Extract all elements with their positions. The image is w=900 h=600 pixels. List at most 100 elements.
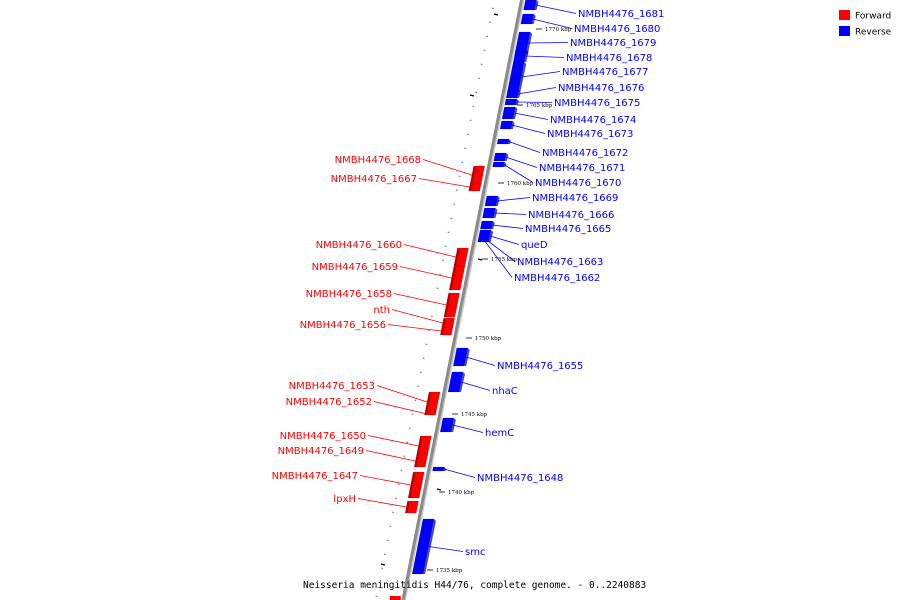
leader-line xyxy=(403,244,456,258)
gene-label-nmbh4476-1665: NMBH4476_1665 xyxy=(525,224,611,235)
backbone-shadow xyxy=(404,0,525,600)
gene-label-nmbh4476-1652: NMBH4476_1652 xyxy=(286,397,372,408)
leader-line xyxy=(422,159,473,176)
gene-label-nmbh4476-1659: NMBH4476_1659 xyxy=(312,262,398,273)
gene-label-nmbh4476-1680: NMBH4476_1680 xyxy=(574,24,660,35)
leader-line xyxy=(511,124,546,134)
gene-block-nmbh4476-1666 xyxy=(482,207,496,219)
gene-label-lpxh: lpxH xyxy=(333,494,356,505)
gene-block-nmbh4476-1665 xyxy=(479,220,494,230)
gene-block-shade xyxy=(425,392,432,412)
major-dash xyxy=(493,13,499,16)
gene-block-shade xyxy=(470,166,476,184)
gene-label-nmbh4476-1667: NMBH4476_1667 xyxy=(331,174,417,185)
gene-label-qued: queD xyxy=(521,240,548,251)
leader-line xyxy=(508,141,541,153)
gene-block-shade xyxy=(453,248,460,266)
leader-line xyxy=(376,385,428,403)
scale-marks: 1770 kbp 1765 kbp 1760 kbp 1755 kbp 1750 kbp… xyxy=(427,27,572,574)
gene-block-shade xyxy=(443,293,451,317)
leader-line xyxy=(532,18,573,29)
genome-caption: Neisseria meningitidis H44/76, complete … xyxy=(303,580,646,591)
leader-line xyxy=(525,55,565,58)
gene-block-nmbh4476-1672 xyxy=(496,138,510,145)
legend-reverse-label: Reverse xyxy=(855,28,892,38)
legend-forward-label: Forward xyxy=(855,12,891,22)
scale-label-1745: 1745 kbp xyxy=(461,412,488,418)
leader-line xyxy=(494,212,527,215)
gene-label-nmbh4476-1650: NMBH4476_1650 xyxy=(280,431,366,442)
gene-label-nmbh4476-1647: NMBH4476_1647 xyxy=(272,471,358,482)
gene-label-nhac: nhaC xyxy=(492,386,518,397)
scale-label-1770: 1770 kbp xyxy=(545,27,572,33)
gene-block-shade xyxy=(416,436,423,456)
leader-line xyxy=(391,309,443,324)
leader-line xyxy=(535,4,577,14)
leader-line xyxy=(465,356,496,366)
gene-label-nmbh4476-1675: NMBH4476_1675 xyxy=(554,98,640,109)
gene-label-nmbh4476-1662: NMBH4476_1662 xyxy=(514,273,600,284)
leader-line xyxy=(483,239,513,278)
scale-label-1765: 1765 kbp xyxy=(526,103,553,109)
leader-line xyxy=(399,266,452,279)
gene-label-nmbh4476-1671: NMBH4476_1671 xyxy=(539,163,625,174)
gene-block-shade xyxy=(414,455,419,467)
leader-line xyxy=(496,197,531,202)
gene-block-shade xyxy=(468,183,473,191)
gene-label-nmbh4476-1658: NMBH4476_1658 xyxy=(306,289,392,300)
gene-label-nmbh4476-1656: NMBH4476_1656 xyxy=(300,320,386,331)
gene-label-nmbh4476-1681: NMBH4476_1681 xyxy=(578,9,664,20)
gene-label-nmbh4476-1677: NMBH4476_1677 xyxy=(562,67,648,78)
leader-line xyxy=(514,112,549,120)
legend-reverse-swatch xyxy=(839,26,850,36)
leader-line xyxy=(489,235,520,245)
gene-block-bottom-edge xyxy=(389,596,401,600)
scale-label-1750: 1750 kbp xyxy=(475,336,502,342)
gene-label-nmbh4476-1653: NMBH4476_1653 xyxy=(289,381,375,392)
leader-line xyxy=(428,546,464,552)
gene-label-smc: smc xyxy=(465,547,485,558)
major-dash xyxy=(469,94,475,97)
gene-block-nmbh4476-1681 xyxy=(523,0,537,11)
leader-line xyxy=(492,224,524,229)
gene-label-nmbh4476-1676: NMBH4476_1676 xyxy=(558,83,644,94)
gene-block-nmbh4476-1671 xyxy=(493,152,507,162)
gene-label-nmbh4476-1649: NMBH4476_1649 xyxy=(278,446,364,457)
gene-block-nmbh4476-1675 xyxy=(504,98,518,106)
scale-label-1740: 1740 kbp xyxy=(448,490,475,496)
gene-label-nth: nth xyxy=(373,305,390,316)
gene-label-hemc: hemC xyxy=(485,428,514,439)
gene-block-nmbh4476-1680 xyxy=(520,13,535,25)
leader-line xyxy=(373,401,425,414)
leader-line xyxy=(359,475,411,486)
gene-label-nmbh4476-1655: NMBH4476_1655 xyxy=(497,361,583,372)
gene-block-nmbh4476-1648 xyxy=(432,466,445,472)
gene-block-nmbh4476-1670 xyxy=(492,161,505,168)
gene-label-nmbh4476-1660: NMBH4476_1660 xyxy=(316,240,402,251)
major-dash xyxy=(380,563,386,566)
leader-line xyxy=(460,381,491,391)
gene-block-shade xyxy=(408,472,416,498)
leader-line xyxy=(516,101,553,103)
gene-block-shade xyxy=(440,327,444,335)
gene-label-nmbh4476-1648: NMBH4476_1648 xyxy=(477,473,563,484)
major-dash xyxy=(436,488,442,491)
leader-line xyxy=(487,240,516,262)
leader-line xyxy=(393,293,447,306)
gene-label-nmbh4476-1666: NMBH4476_1666 xyxy=(528,210,614,221)
leader-line xyxy=(503,164,534,183)
leader-line xyxy=(418,178,470,188)
leader-line xyxy=(443,468,476,478)
leader-line xyxy=(505,156,538,168)
leader-line xyxy=(452,424,484,433)
major-dash xyxy=(477,258,483,261)
gene-label-nmbh4476-1679: NMBH4476_1679 xyxy=(570,38,656,49)
scale-label-1755: 1755 kbp xyxy=(491,257,518,263)
leader-line xyxy=(367,435,419,447)
gene-label-nmbh4476-1668: NMBH4476_1668 xyxy=(335,155,421,166)
gene-block-shade xyxy=(405,501,410,513)
legend: Forward Reverse xyxy=(839,10,892,38)
label-leader-lines xyxy=(357,4,577,552)
leader-line xyxy=(387,324,442,332)
scale-label-1760: 1760 kbp xyxy=(507,181,534,187)
